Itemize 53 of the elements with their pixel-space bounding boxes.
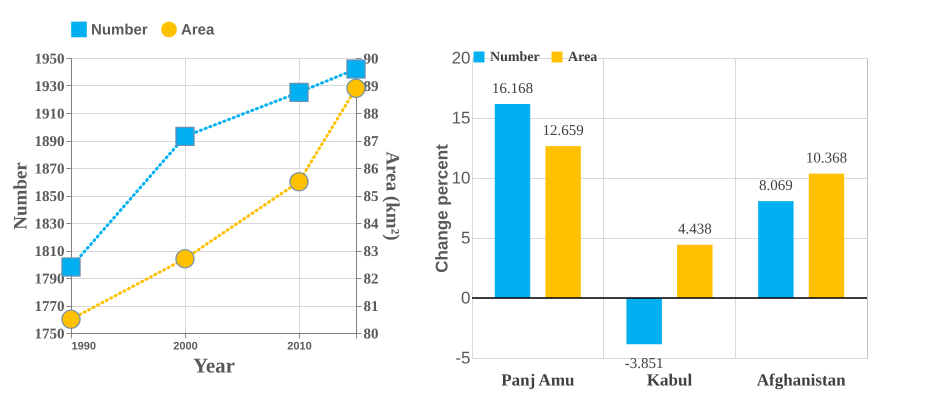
y2-tick-label: 86 — [364, 162, 379, 178]
y-tick-label: 20 — [452, 48, 470, 68]
legend-label: Area — [181, 21, 216, 38]
bar — [677, 244, 713, 298]
data-label: 10.368 — [806, 150, 848, 167]
bar — [808, 174, 844, 298]
legend-label: Number — [91, 21, 148, 38]
bar — [545, 146, 581, 298]
y-tick-label: 1810 — [34, 244, 64, 260]
bar — [758, 201, 794, 298]
y2-tick-label: 88 — [364, 106, 378, 122]
y2-tick-label: 81 — [364, 299, 378, 315]
y-tick-label: 1870 — [34, 162, 64, 178]
data-label: 8.069 — [758, 178, 793, 194]
y-tick-label: 1950 — [34, 52, 64, 68]
y-tick-label: 1890 — [34, 134, 64, 150]
y-tick-label: 5 — [461, 228, 470, 248]
x-tick-label: 2000 — [173, 340, 198, 352]
y-tick-label: 1750 — [34, 326, 64, 342]
y-axis-title: Change percent — [432, 144, 452, 273]
y-tick-label: 1930 — [34, 79, 64, 95]
bar — [494, 104, 530, 298]
y-tick-label: 15 — [452, 108, 470, 128]
legend-label: Number — [490, 50, 540, 65]
y2-tick-label: 87 — [364, 134, 379, 150]
y2-tick-label: 80 — [364, 326, 378, 342]
y2-tick-label: 85 — [364, 189, 378, 205]
y-tick-label: 0 — [461, 288, 470, 308]
x-tick-label: 2010 — [287, 340, 312, 352]
x-tick-label: Kabul — [646, 370, 692, 390]
x-tick-label: 1990 — [72, 340, 96, 352]
x-tick-label: Panj Amu — [501, 370, 574, 390]
y2-tick-label: 90 — [364, 52, 378, 68]
y-tick-label: 1830 — [34, 216, 64, 232]
legend-label: Area — [568, 50, 598, 65]
data-label: 16.168 — [492, 80, 534, 97]
y-tick-label: 1770 — [34, 299, 64, 315]
y-tick-label: 10 — [452, 168, 470, 188]
y2-axis-title: Area (km²) — [382, 151, 402, 241]
data-label: 4.438 — [678, 222, 712, 238]
x-axis-title: Year — [193, 354, 235, 378]
y-tick-label: -5 — [455, 348, 470, 368]
bar — [626, 298, 662, 344]
y2-tick-label: 84 — [364, 216, 379, 232]
y-tick-label: 1850 — [34, 189, 64, 205]
y-tick-label: 1790 — [34, 272, 64, 288]
data-label: -3.851 — [624, 356, 664, 372]
x-tick-label: Afghanistan — [756, 370, 846, 390]
y2-tick-label: 82 — [364, 272, 378, 288]
y2-tick-label: 83 — [364, 244, 378, 260]
y-tick-label: 1910 — [34, 106, 64, 122]
y-axis-title: Number — [10, 162, 32, 230]
data-label: 12.659 — [542, 123, 584, 140]
